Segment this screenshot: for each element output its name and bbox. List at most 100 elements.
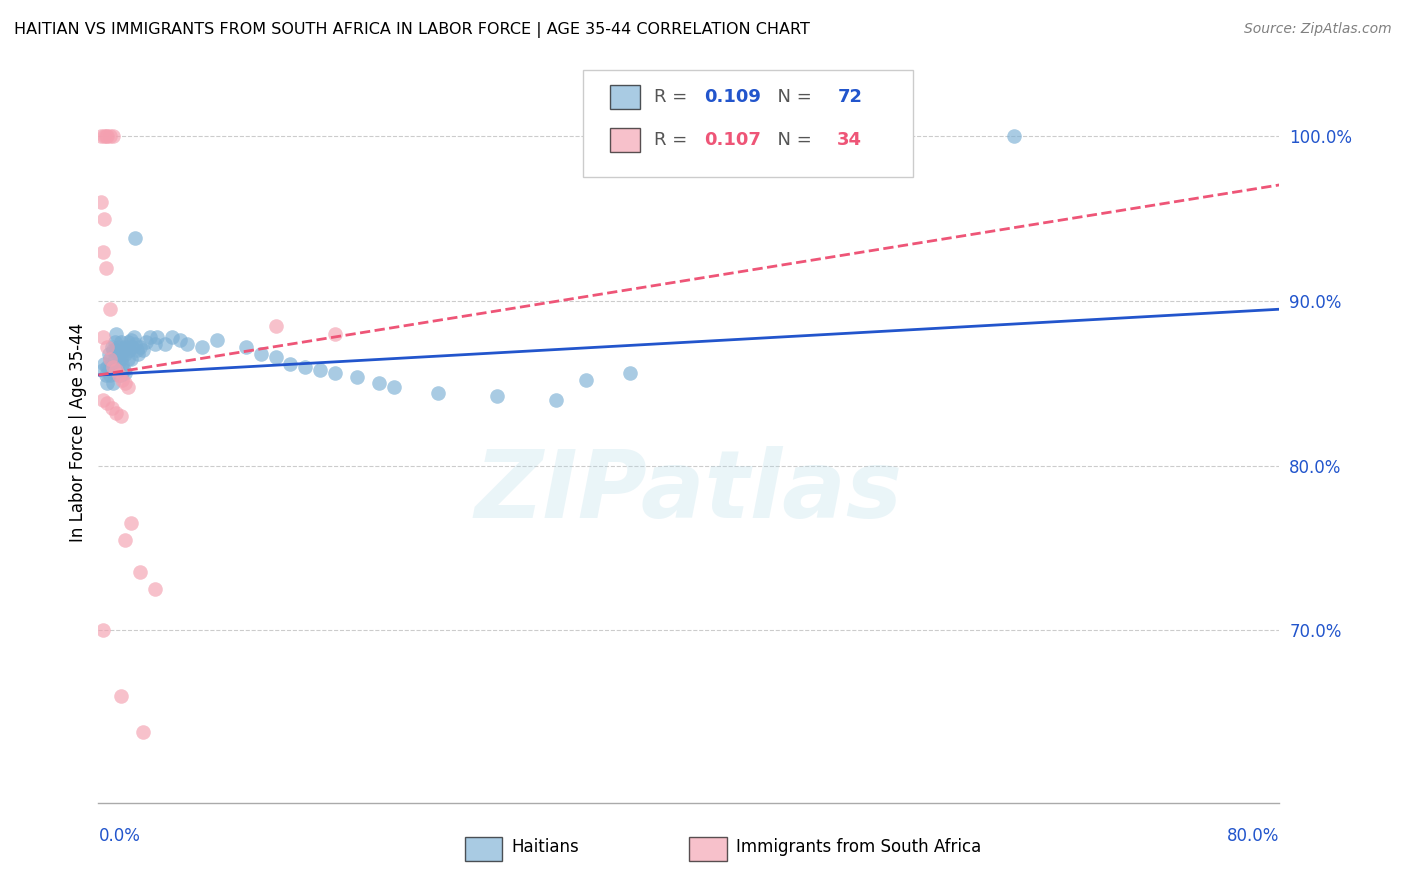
Point: [108, 368, 131, 382]
Point: [120, 334, 142, 348]
Point: [128, 340, 150, 354]
Point: [110, 689, 132, 703]
Point: [103, 129, 125, 144]
Point: [111, 373, 134, 387]
Point: [105, 406, 128, 420]
Point: [97, 346, 120, 360]
Point: [96, 376, 118, 391]
Point: [346, 369, 368, 384]
Point: [118, 343, 141, 358]
Point: [191, 340, 214, 354]
Point: [100, 340, 122, 354]
Point: [103, 376, 125, 391]
Point: [117, 335, 139, 350]
Point: [114, 533, 136, 547]
Point: [117, 379, 139, 393]
Text: ZIPatlas: ZIPatlas: [475, 446, 903, 538]
Point: [110, 335, 132, 350]
Point: [146, 330, 169, 344]
Point: [91, 392, 114, 407]
Point: [90, 195, 112, 210]
Point: [309, 363, 332, 377]
Point: [575, 373, 598, 387]
Point: [139, 330, 162, 344]
Point: [96, 359, 118, 374]
Point: [96, 396, 118, 410]
FancyBboxPatch shape: [689, 837, 727, 861]
Point: [104, 335, 127, 350]
Point: [100, 401, 122, 415]
Text: 0.0%: 0.0%: [98, 827, 141, 845]
Point: [105, 363, 128, 377]
FancyBboxPatch shape: [582, 70, 914, 178]
Point: [98, 351, 121, 366]
FancyBboxPatch shape: [464, 837, 502, 861]
Point: [323, 326, 346, 341]
Point: [111, 357, 134, 371]
Point: [280, 357, 302, 371]
Point: [93, 211, 115, 226]
Text: HAITIAN VS IMMIGRANTS FROM SOUTH AFRICA IN LABOR FORCE | AGE 35-44 CORRELATION C: HAITIAN VS IMMIGRANTS FROM SOUTH AFRICA …: [14, 22, 810, 38]
Point: [250, 346, 273, 360]
Point: [127, 346, 149, 360]
Point: [125, 343, 148, 358]
Point: [120, 351, 142, 366]
Y-axis label: In Labor Force | Age 35-44: In Labor Force | Age 35-44: [69, 323, 87, 542]
Point: [128, 566, 150, 580]
Point: [110, 351, 132, 366]
Point: [135, 335, 157, 350]
Point: [98, 129, 121, 144]
Point: [121, 340, 143, 354]
Text: N =: N =: [766, 131, 818, 149]
FancyBboxPatch shape: [610, 86, 640, 109]
Text: 72: 72: [838, 88, 862, 106]
Point: [96, 340, 118, 354]
Point: [117, 351, 139, 366]
Point: [546, 392, 568, 407]
Point: [112, 343, 135, 358]
Point: [143, 336, 166, 351]
Text: N =: N =: [766, 88, 818, 106]
Point: [124, 336, 146, 351]
Point: [103, 359, 125, 374]
Point: [323, 367, 346, 381]
Text: 0.109: 0.109: [704, 88, 761, 106]
Point: [105, 343, 128, 358]
Point: [264, 350, 287, 364]
FancyBboxPatch shape: [610, 128, 640, 152]
Point: [98, 351, 121, 366]
Point: [382, 379, 405, 393]
Point: [100, 359, 122, 374]
Point: [98, 368, 121, 382]
Point: [368, 376, 391, 391]
Text: 80.0%: 80.0%: [1227, 827, 1279, 845]
Point: [91, 363, 114, 377]
Point: [90, 129, 112, 144]
Point: [143, 582, 166, 596]
Point: [619, 367, 641, 381]
Point: [98, 302, 121, 317]
Point: [103, 359, 125, 374]
Text: Haitians: Haitians: [512, 838, 579, 856]
Point: [107, 357, 129, 371]
Point: [169, 334, 191, 348]
Point: [107, 340, 129, 354]
Point: [94, 261, 117, 276]
Point: [93, 129, 115, 144]
Point: [124, 231, 146, 245]
Point: [91, 244, 114, 259]
Point: [93, 357, 115, 371]
Point: [96, 129, 118, 144]
Point: [103, 343, 125, 358]
Text: 34: 34: [838, 131, 862, 149]
Point: [91, 623, 114, 637]
Point: [114, 376, 136, 391]
Point: [176, 336, 198, 351]
Point: [1002, 129, 1025, 144]
Point: [97, 363, 120, 377]
Point: [122, 330, 145, 344]
Point: [105, 326, 128, 341]
Point: [108, 368, 131, 382]
Point: [114, 367, 136, 381]
Text: Source: ZipAtlas.com: Source: ZipAtlas.com: [1244, 22, 1392, 37]
